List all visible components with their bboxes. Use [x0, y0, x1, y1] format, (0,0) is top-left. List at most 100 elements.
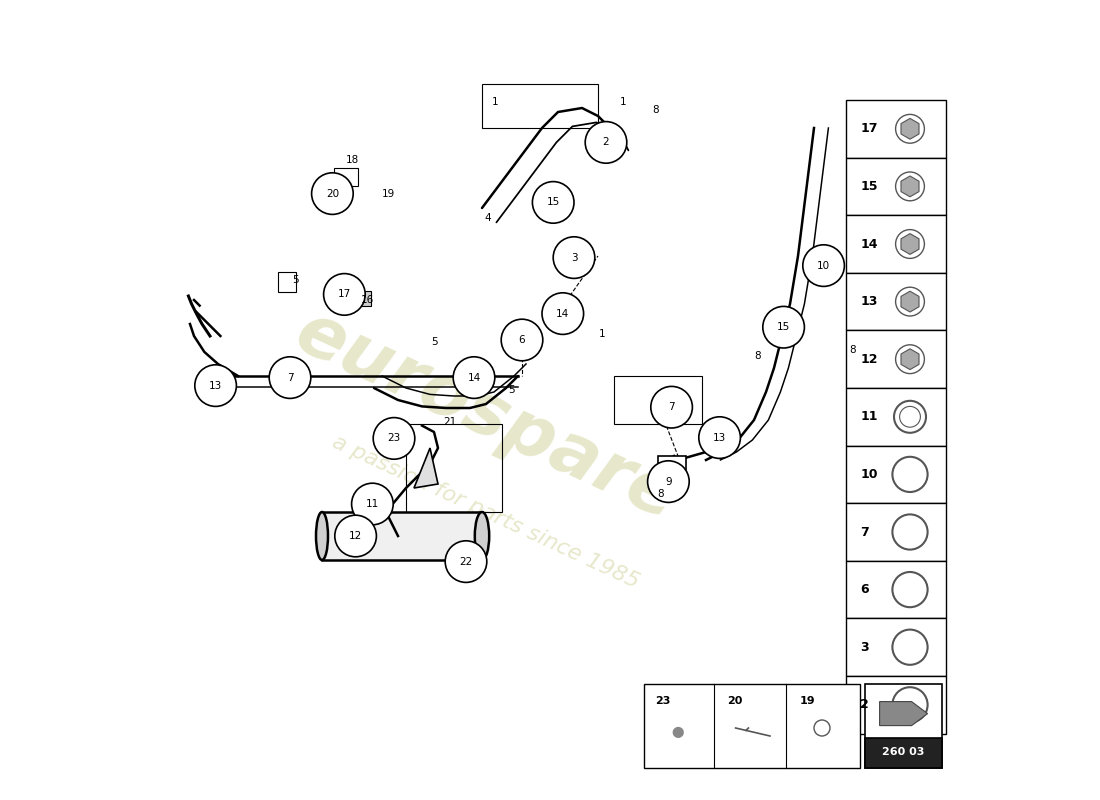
- Bar: [846, 215, 946, 273]
- Circle shape: [446, 541, 487, 582]
- Circle shape: [895, 230, 924, 258]
- Circle shape: [895, 345, 924, 374]
- Bar: [846, 273, 946, 330]
- Text: 7: 7: [669, 402, 675, 412]
- Text: ⬤: ⬤: [672, 726, 684, 738]
- Text: 21: 21: [443, 418, 456, 427]
- Bar: [846, 330, 946, 388]
- Text: 5: 5: [508, 386, 515, 395]
- Bar: [406, 424, 502, 512]
- Bar: [658, 456, 686, 480]
- Text: 10: 10: [860, 468, 878, 481]
- Bar: [846, 446, 946, 503]
- Bar: [482, 84, 598, 128]
- Text: 14: 14: [860, 238, 878, 250]
- Circle shape: [270, 357, 311, 398]
- Text: 13: 13: [860, 295, 878, 308]
- Text: 16: 16: [361, 295, 374, 305]
- Circle shape: [585, 122, 627, 163]
- Circle shape: [895, 114, 924, 143]
- Text: 5: 5: [293, 275, 299, 285]
- Text: 3: 3: [571, 253, 578, 262]
- Circle shape: [323, 274, 365, 315]
- Text: 8: 8: [657, 490, 663, 499]
- Bar: [846, 676, 946, 734]
- Circle shape: [892, 687, 927, 722]
- Text: 11: 11: [366, 499, 379, 509]
- Bar: [614, 376, 702, 424]
- Circle shape: [895, 172, 924, 201]
- Bar: [322, 512, 482, 560]
- Circle shape: [900, 579, 921, 600]
- Text: 15: 15: [860, 180, 878, 193]
- Text: 18: 18: [345, 155, 359, 165]
- Text: 15: 15: [547, 198, 560, 207]
- Text: 23: 23: [387, 434, 400, 443]
- Circle shape: [895, 287, 924, 316]
- Circle shape: [900, 522, 921, 542]
- Text: 3: 3: [860, 641, 869, 654]
- Text: 8: 8: [652, 106, 659, 115]
- Circle shape: [195, 365, 236, 406]
- Text: 1: 1: [493, 98, 499, 107]
- Text: 19: 19: [800, 696, 815, 706]
- Circle shape: [373, 418, 415, 459]
- Text: 14: 14: [557, 309, 570, 318]
- Circle shape: [532, 182, 574, 223]
- Text: 13: 13: [713, 433, 726, 442]
- Text: 7: 7: [860, 526, 869, 538]
- Circle shape: [900, 637, 921, 658]
- Bar: [278, 272, 296, 292]
- Circle shape: [803, 245, 845, 286]
- Text: 23: 23: [656, 696, 671, 706]
- Circle shape: [352, 483, 393, 525]
- Polygon shape: [414, 448, 438, 488]
- Bar: [846, 100, 946, 158]
- Text: 12: 12: [349, 531, 362, 541]
- Circle shape: [334, 515, 376, 557]
- Text: 2: 2: [860, 698, 869, 711]
- Circle shape: [311, 173, 353, 214]
- Ellipse shape: [316, 512, 328, 560]
- Circle shape: [892, 457, 927, 492]
- Polygon shape: [901, 349, 918, 370]
- Circle shape: [814, 720, 830, 736]
- Circle shape: [648, 461, 690, 502]
- Bar: [866, 738, 942, 768]
- Text: 14: 14: [468, 373, 481, 382]
- Text: 8: 8: [849, 346, 856, 355]
- Circle shape: [892, 630, 927, 665]
- Text: 5: 5: [431, 338, 438, 347]
- Bar: [334, 168, 358, 186]
- Polygon shape: [866, 684, 942, 768]
- Polygon shape: [901, 234, 918, 254]
- Text: 17: 17: [338, 290, 351, 299]
- Circle shape: [698, 417, 740, 458]
- Circle shape: [892, 572, 927, 607]
- Bar: [846, 618, 946, 676]
- Polygon shape: [880, 702, 927, 726]
- Text: 6: 6: [519, 335, 526, 345]
- Text: 6: 6: [860, 583, 869, 596]
- Text: 9: 9: [666, 477, 672, 486]
- Bar: [846, 503, 946, 561]
- Text: 20: 20: [326, 189, 339, 198]
- Bar: [349, 291, 371, 306]
- Text: 11: 11: [860, 410, 878, 423]
- Polygon shape: [901, 118, 918, 139]
- Text: 19: 19: [382, 190, 395, 199]
- Text: eurospare: eurospare: [284, 298, 689, 534]
- Circle shape: [502, 319, 542, 361]
- Bar: [846, 158, 946, 215]
- Polygon shape: [901, 291, 918, 312]
- Circle shape: [900, 694, 921, 715]
- Circle shape: [542, 293, 584, 334]
- Text: 20: 20: [727, 696, 742, 706]
- Text: 7: 7: [287, 373, 294, 382]
- Text: 15: 15: [777, 322, 790, 332]
- Circle shape: [892, 514, 927, 550]
- Text: 22: 22: [460, 557, 473, 566]
- Bar: [846, 561, 946, 618]
- Circle shape: [453, 357, 495, 398]
- Bar: [846, 388, 946, 446]
